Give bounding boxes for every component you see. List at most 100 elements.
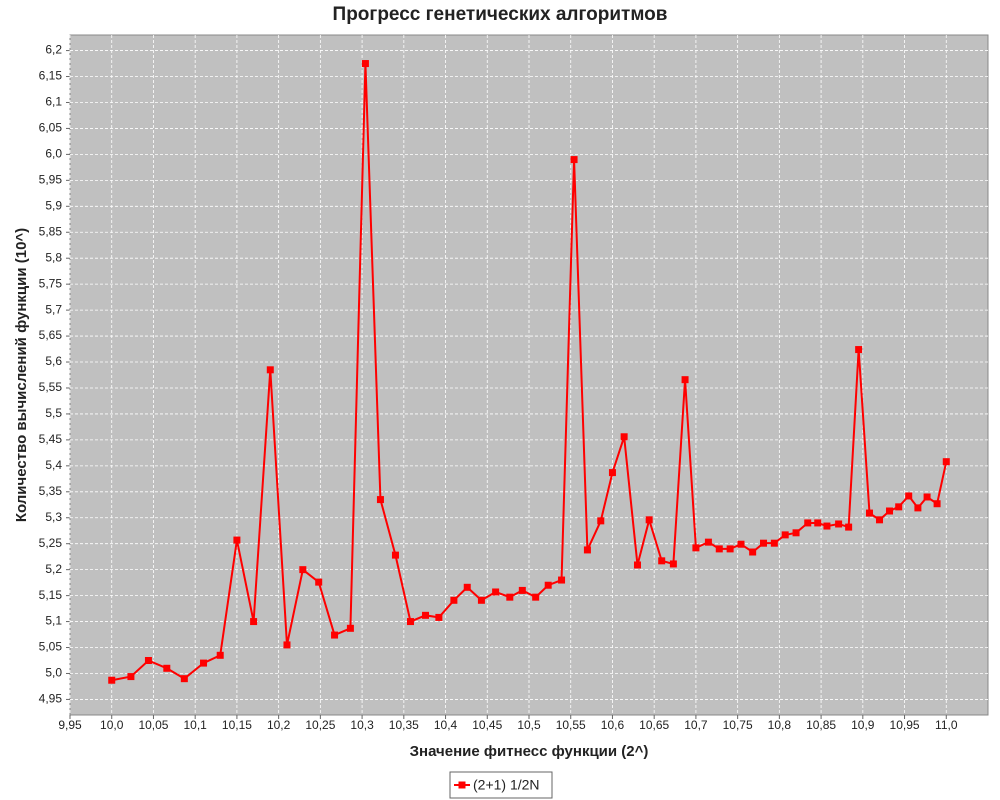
point xyxy=(781,531,789,539)
legend-label: (2+1) 1/2N xyxy=(473,777,540,793)
y-tick-label: 5,95 xyxy=(39,173,63,187)
y-tick-label: 5,35 xyxy=(39,484,63,498)
point xyxy=(477,596,485,604)
point xyxy=(200,659,208,667)
point xyxy=(544,581,552,589)
y-tick-label: 5,2 xyxy=(45,562,62,576)
y-tick-label: 6,15 xyxy=(39,69,63,83)
point xyxy=(532,593,540,601)
point xyxy=(144,656,152,664)
point xyxy=(518,586,526,594)
point xyxy=(583,546,591,554)
point xyxy=(391,551,399,559)
y-tick-label: 5,15 xyxy=(39,588,63,602)
point xyxy=(570,156,578,164)
x-tick-label: 10,3 xyxy=(350,718,374,732)
point xyxy=(886,507,894,515)
point xyxy=(760,539,768,547)
point xyxy=(620,433,628,441)
x-tick-label: 10,65 xyxy=(639,718,669,732)
point xyxy=(506,593,514,601)
point xyxy=(669,560,677,568)
point xyxy=(108,676,116,684)
point xyxy=(233,536,241,544)
point xyxy=(905,492,913,500)
y-tick-label: 5,75 xyxy=(39,276,63,290)
point xyxy=(914,504,922,512)
point xyxy=(376,496,384,504)
x-tick-label: 10,85 xyxy=(806,718,836,732)
point xyxy=(127,673,135,681)
point xyxy=(180,675,188,683)
x-tick-label: 10,7 xyxy=(684,718,708,732)
point xyxy=(855,346,863,354)
x-tick-label: 10,4 xyxy=(434,718,458,732)
chart-title: Прогресс генетических алгоритмов xyxy=(333,4,668,25)
point xyxy=(804,519,812,527)
point xyxy=(845,523,853,531)
point xyxy=(704,538,712,546)
y-tick-label: 5,9 xyxy=(45,198,62,212)
point xyxy=(331,631,339,639)
x-tick-label: 10,1 xyxy=(184,718,208,732)
x-tick-label: 10,75 xyxy=(723,718,753,732)
point xyxy=(942,458,950,466)
x-tick-label: 10,55 xyxy=(556,718,586,732)
x-tick-label: 10,8 xyxy=(768,718,792,732)
point xyxy=(266,366,274,374)
point xyxy=(463,583,471,591)
y-tick-label: 5,85 xyxy=(39,224,63,238)
point xyxy=(770,539,778,547)
y-tick-label: 5,3 xyxy=(45,510,62,524)
y-axis-label: Количество вычислений функции (10^) xyxy=(13,228,30,522)
y-tick-label: 5,5 xyxy=(45,406,62,420)
point xyxy=(792,529,800,537)
y-tick-label: 5,6 xyxy=(45,354,62,368)
point xyxy=(346,624,354,632)
point xyxy=(163,664,171,672)
point xyxy=(597,517,605,525)
x-axis-label: Значение фитнесс функции (2^) xyxy=(410,743,649,760)
y-tick-label: 5,05 xyxy=(39,640,63,654)
point xyxy=(715,545,723,553)
point xyxy=(315,578,323,586)
point xyxy=(361,60,369,68)
point xyxy=(865,509,873,517)
point xyxy=(658,557,666,565)
x-tick-label: 10,95 xyxy=(890,718,920,732)
point xyxy=(749,548,757,556)
point xyxy=(492,588,500,596)
y-tick-label: 5,25 xyxy=(39,536,63,550)
point xyxy=(923,493,931,501)
point xyxy=(933,500,941,508)
point xyxy=(876,516,884,524)
point xyxy=(450,596,458,604)
point xyxy=(299,566,307,574)
point xyxy=(823,522,831,530)
x-tick-label: 10,2 xyxy=(267,718,291,732)
point xyxy=(435,613,443,621)
point xyxy=(422,611,430,619)
point xyxy=(406,618,414,626)
y-tick-label: 5,55 xyxy=(39,380,63,394)
y-tick-label: 5,65 xyxy=(39,328,63,342)
point xyxy=(681,376,689,384)
point xyxy=(633,561,641,569)
y-tick-label: 5,4 xyxy=(45,458,62,472)
x-tick-label: 10,0 xyxy=(100,718,124,732)
x-tick-label: 10,45 xyxy=(472,718,502,732)
x-tick-label: 10,6 xyxy=(601,718,625,732)
x-tick-label: 10,9 xyxy=(851,718,875,732)
point xyxy=(558,576,566,584)
point xyxy=(250,618,258,626)
y-tick-label: 6,2 xyxy=(45,43,62,57)
point xyxy=(814,519,822,527)
point xyxy=(608,469,616,477)
x-tick-label: 11,0 xyxy=(935,718,958,732)
legend-marker xyxy=(458,781,466,789)
point xyxy=(283,641,291,649)
y-tick-label: 5,7 xyxy=(45,302,62,316)
y-tick-label: 5,0 xyxy=(45,666,62,680)
point xyxy=(737,540,745,548)
